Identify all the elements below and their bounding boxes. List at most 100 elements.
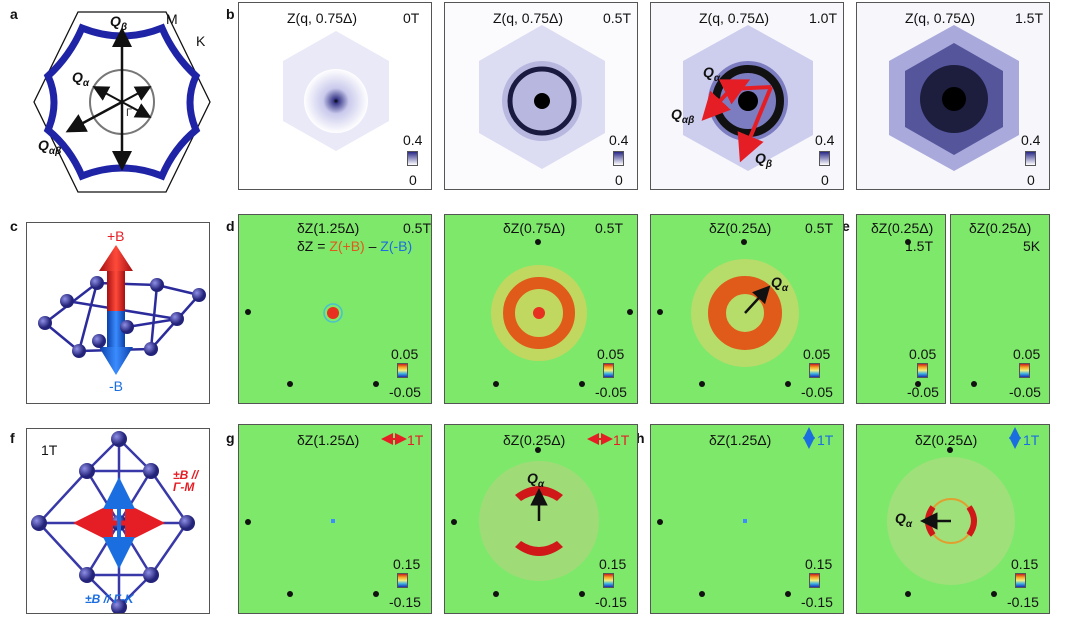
map-title: δZ(0.25Δ) <box>709 220 772 236</box>
field-label: 1.5T <box>1015 10 1044 26</box>
colorbar <box>819 151 830 166</box>
panel-letter-g: g <box>226 430 235 446</box>
bragg-peak <box>287 591 293 597</box>
q-alpha-label: Qα <box>895 510 913 530</box>
field-label: 1T <box>41 442 58 458</box>
panel-letter-b: b <box>226 6 235 22</box>
field-label: 0.5T <box>603 10 632 26</box>
bragg-peak <box>915 381 921 387</box>
panel-letter-e: e <box>842 218 850 234</box>
q-alphabeta-label: Qαβ <box>38 137 62 157</box>
field-label: 1.0T <box>809 10 838 26</box>
bragg-peak <box>699 591 705 597</box>
map-title: Z(q, 0.75Δ) <box>699 10 770 26</box>
bragg-peak <box>373 381 379 387</box>
cbar-min: -0.05 <box>389 384 421 400</box>
bragg-peak <box>657 519 663 525</box>
cbar-min: 0 <box>409 172 417 188</box>
cbar-max: 0.05 <box>391 346 419 362</box>
bragg-peak <box>627 309 633 315</box>
q-alpha-label: Qα <box>72 69 90 89</box>
bragg-peak <box>579 591 585 597</box>
colorbar <box>809 363 820 378</box>
bragg-peak <box>741 239 747 245</box>
map-title: Z(q, 0.75Δ) <box>287 10 358 26</box>
gamma-point-label: Γ <box>126 107 133 119</box>
map-title: δZ(1.25Δ) <box>297 220 360 236</box>
b-parallel-gamma-k: ±B // Γ-K <box>85 592 134 606</box>
colorbar <box>407 151 418 166</box>
b-parallel-gamma-m: ±B // Γ-M <box>173 468 199 494</box>
bragg-peak <box>971 381 977 387</box>
bragg-peak <box>947 447 953 453</box>
field-label: 1.5T <box>905 238 934 254</box>
cbar-max: 0.05 <box>597 346 625 362</box>
field-label: 1T <box>817 432 834 448</box>
qpi-map-1.5T: Z(q, 0.75Δ) 1.5T 0.4 0 <box>856 2 1050 190</box>
dz-map-5K: δZ(0.25Δ) 5K 0.05 -0.05 <box>950 214 1050 404</box>
field-label: 1T <box>1023 432 1040 448</box>
map-title: Z(q, 0.75Δ) <box>493 10 564 26</box>
cbar-max: 0.4 <box>403 132 423 148</box>
cbar-max: 0.05 <box>1013 346 1041 362</box>
q-alpha-label: Qα <box>771 274 789 294</box>
colorbar <box>809 573 820 588</box>
cbar-max: 0.05 <box>909 346 937 362</box>
cbar-min: -0.05 <box>595 384 627 400</box>
cbar-min: -0.15 <box>389 594 421 610</box>
q-beta-label: Qβ <box>755 150 773 170</box>
cbar-max: 0.15 <box>599 556 627 572</box>
cbar-min: 0 <box>1027 172 1035 188</box>
panel-letter-d: d <box>226 218 235 234</box>
colorbar <box>603 573 614 588</box>
panel-f-lattice-inplane: 1T ±B // Γ-M ±B // Γ-K <box>26 428 210 614</box>
field-label: 1T <box>613 432 630 448</box>
cbar-min: -0.15 <box>801 594 833 610</box>
panel-letter-f: f <box>10 430 15 446</box>
cbar-min: -0.15 <box>595 594 627 610</box>
panel-letter-a: a <box>10 6 18 22</box>
bragg-peak <box>287 381 293 387</box>
bragg-peak <box>699 381 705 387</box>
bragg-peak <box>493 381 499 387</box>
panel-letter-c: c <box>10 218 18 234</box>
bragg-peak <box>991 591 997 597</box>
bragg-peak <box>535 447 541 453</box>
field-label: 0.5T <box>805 220 834 236</box>
bragg-peak <box>373 591 379 597</box>
dz-map-1.25-gk: δZ(1.25Δ) 1T 0.15 -0.15 <box>650 424 844 614</box>
dz-map-1.25-gm: δZ(1.25Δ) 1T 0.15 -0.15 <box>238 424 432 614</box>
dz-map-0.25-gm: δZ(0.25Δ) 1T Qα 0.15 -0.15 <box>444 424 638 614</box>
bragg-peak <box>905 239 911 245</box>
map-title: Z(q, 0.75Δ) <box>905 10 976 26</box>
colorbar <box>397 573 408 588</box>
field-label: 0.5T <box>403 220 432 236</box>
q-alpha-label: Qα <box>703 64 721 84</box>
bragg-peak <box>451 519 457 525</box>
cbar-max: 0.4 <box>609 132 629 148</box>
q-beta-label: Qβ <box>110 13 128 33</box>
cbar-max: 0.15 <box>805 556 833 572</box>
bragg-peak <box>245 519 251 525</box>
map-title: δZ(1.25Δ) <box>709 432 772 448</box>
plus-b-label: +B <box>107 228 125 244</box>
dz-map-0.25-0.5T: δZ(0.25Δ) 0.5T Qα 0.05 -0.05 <box>650 214 844 404</box>
bragg-peak <box>785 591 791 597</box>
panel-c-lattice-field: +B -B <box>26 222 210 404</box>
cbar-max: 0.4 <box>1021 132 1041 148</box>
colorbar <box>917 363 928 378</box>
cbar-min: -0.05 <box>907 384 939 400</box>
panel-a-fermi-surface: Qβ Qα Qαβ M K Γ <box>26 4 218 202</box>
cbar-max: 0.15 <box>1011 556 1039 572</box>
fermi-surface-diagram <box>33 11 211 193</box>
cbar-min: -0.15 <box>1007 594 1039 610</box>
dz-map-1.25-0.5T: δZ(1.25Δ) 0.5T δZ = Z(+B) – Z(-B) 0.05 -… <box>238 214 432 404</box>
cbar-max: 0.05 <box>803 346 831 362</box>
bragg-peak <box>535 239 541 245</box>
colorbar <box>603 363 614 378</box>
colorbar <box>1025 151 1036 166</box>
q-alphabeta-label: Qαβ <box>671 106 695 126</box>
cbar-min: -0.05 <box>801 384 833 400</box>
qpi-map-1.0T: Z(q, 0.75Δ) 1.0T Qα Qαβ Qβ 0.4 0 <box>650 2 844 190</box>
dz-equation: δZ = Z(+B) – Z(-B) <box>297 238 413 254</box>
